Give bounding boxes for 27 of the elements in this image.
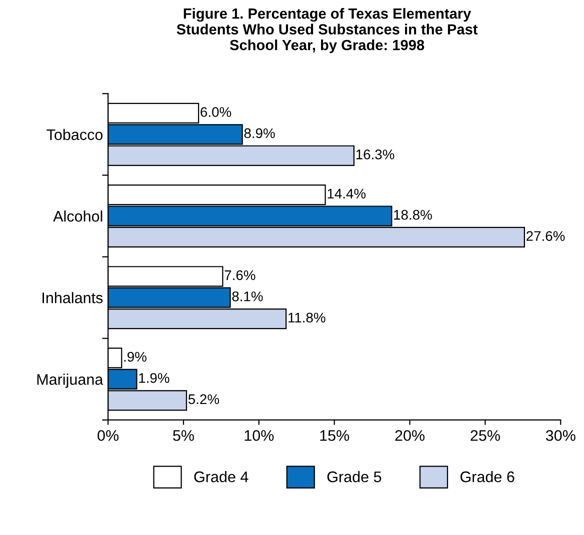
y-tick-label: Inhalants <box>42 292 103 304</box>
y-tick-label: Tobacco <box>46 128 103 140</box>
data-label: 16.3% <box>356 150 394 160</box>
y-tick-label: Alcohol <box>53 210 102 222</box>
x-tick-label: 0% <box>98 430 119 441</box>
x-tick-label: 20% <box>395 430 425 441</box>
x-tick-label: 10% <box>244 430 274 441</box>
data-label: 14.4% <box>328 188 366 198</box>
y-tick-label: Marijuana <box>37 374 104 388</box>
data-label: 7.6% <box>224 270 256 280</box>
x-tick-label: 25% <box>470 430 500 441</box>
legend-label: Grade 5 <box>327 471 382 482</box>
data-label: 6.0% <box>200 107 232 117</box>
data-label: 8.1% <box>232 291 263 302</box>
x-tick-label: 5% <box>173 430 194 441</box>
legend-label: Grade 4 <box>194 471 248 482</box>
data-label: 8.9% <box>244 128 275 138</box>
x-tick-label: 30% <box>546 430 576 441</box>
data-label: .9% <box>124 352 146 362</box>
data-label: 27.6% <box>526 231 565 241</box>
legend-label: Grade 6 <box>460 471 514 482</box>
data-label: 18.8% <box>394 210 432 220</box>
chart-title: Figure 1. Percentage of Texas Elementary Students Who Used Substances in the Past School Year, by Grade: 1998 <box>176 8 478 54</box>
data-label: 5.2% <box>188 394 220 404</box>
data-label: 1.9% <box>139 373 170 383</box>
x-tick-label: 15% <box>320 430 350 441</box>
data-label: 11.8% <box>288 312 326 323</box>
